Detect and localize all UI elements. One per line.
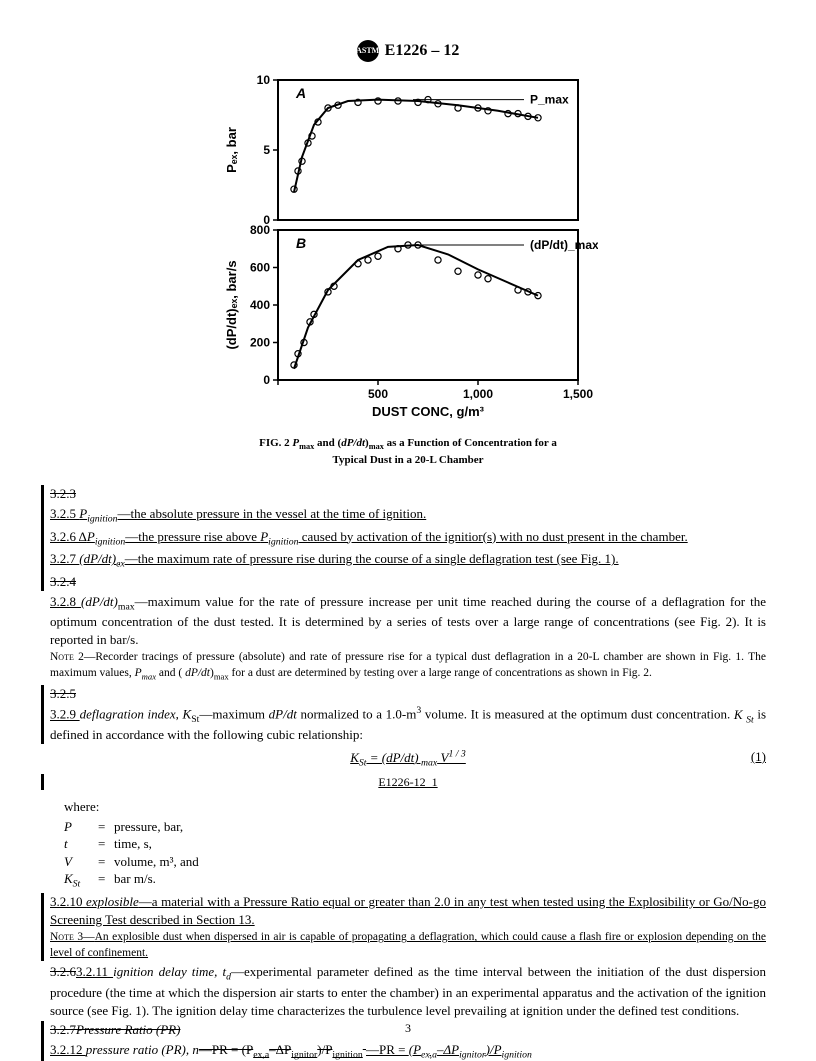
note-2: Note 2—Recorder tracings of pressure (ab… [50, 650, 766, 682]
svg-text:600: 600 [250, 261, 270, 275]
svg-text:200: 200 [250, 336, 270, 350]
page-header: ASTM E1226 – 12 [50, 40, 766, 62]
svg-text:P_max: P_max [530, 93, 569, 107]
svg-text:DUST CONC, g/m³: DUST CONC, g/m³ [372, 404, 485, 419]
document-id: E1226 – 12 [385, 40, 460, 62]
svg-text:(dP/dt)ₑₓ, bar/s: (dP/dt)ₑₓ, bar/s [224, 260, 239, 349]
struck-3.2.5: 3.2.5 [50, 686, 76, 701]
svg-text:500: 500 [368, 387, 388, 401]
equation-1: KSt = (dP/dt) max V1 / 3 (1) [50, 748, 766, 770]
figure-caption: FIG. 2 Pmax and (dP/dt)max as a Function… [50, 436, 766, 467]
struck-3.2.3: 3.2.3 [50, 486, 76, 501]
svg-text:10: 10 [257, 73, 271, 87]
note-3: Note 3—An explosible dust when dispersed… [50, 930, 766, 961]
page-number: 3 [0, 1020, 816, 1036]
astm-logo: ASTM [357, 40, 379, 62]
svg-text:1,000: 1,000 [463, 387, 493, 401]
definitions-block: 3.2.3 3.2.5 Pignition—the absolute press… [50, 485, 766, 1061]
svg-text:0: 0 [263, 373, 270, 387]
where-list: P=pressure, bar, t=time, s, V=volume, m³… [64, 818, 766, 891]
svg-text:A: A [295, 85, 306, 101]
svg-text:Pₑₓ, bar: Pₑₓ, bar [224, 127, 239, 173]
svg-text:400: 400 [250, 298, 270, 312]
equation-ref: E1226-12_1 [50, 774, 766, 790]
svg-text:B: B [296, 235, 306, 251]
figure-2-chart: 0510Pₑₓ, barAP_max0200400600800(dP/dt)ₑₓ… [218, 70, 598, 430]
svg-text:1,500: 1,500 [563, 387, 593, 401]
svg-text:(dP/dt)_max: (dP/dt)_max [530, 238, 598, 252]
svg-text:5: 5 [263, 143, 270, 157]
struck-3.2.4: 3.2.4 [50, 574, 76, 589]
svg-text:800: 800 [250, 223, 270, 237]
